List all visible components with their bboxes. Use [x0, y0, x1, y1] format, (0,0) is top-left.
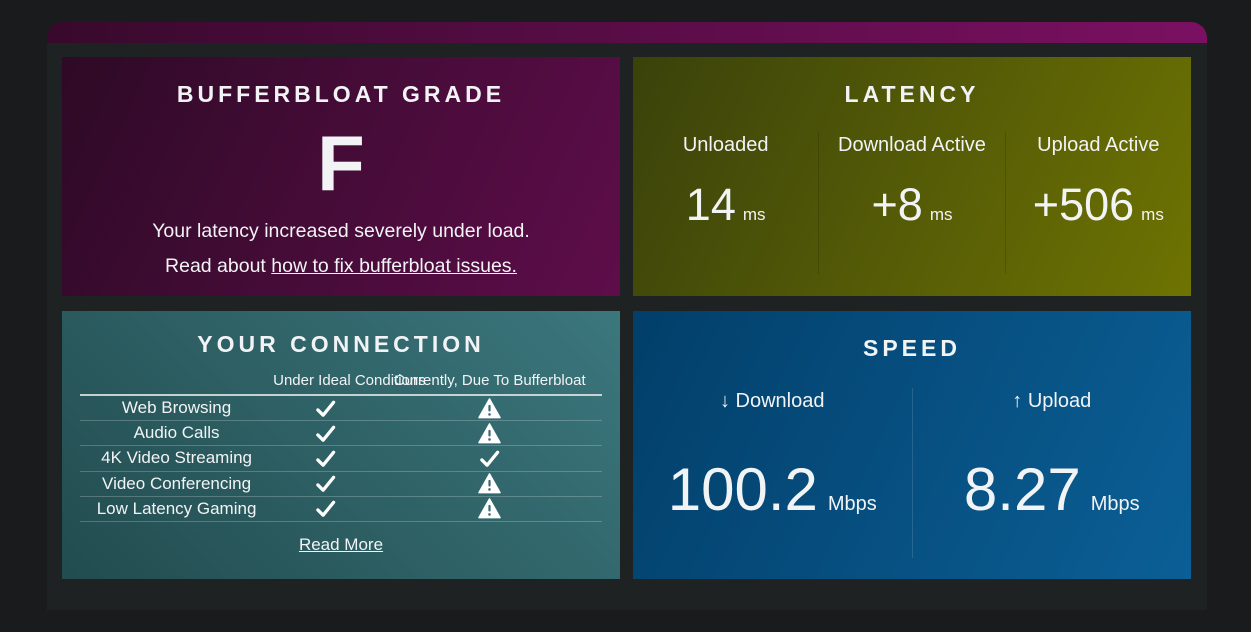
speed-col-label: ↑ Upload [913, 390, 1192, 413]
upload-arrow-icon: ↑ [1012, 390, 1023, 412]
download-label: Download [735, 390, 825, 412]
latency-col-label: Download Active [838, 134, 986, 156]
table-row: Video Conferencing [80, 472, 602, 497]
latency-card: LATENCY Unloaded 14 ms Download Active +… [633, 57, 1191, 296]
speed-col-upload: ↑ Upload 8.27 Mbps [911, 388, 1192, 558]
results-grid: BUFFERBLOAT GRADE F Your latency increas… [47, 43, 1207, 579]
speed-col-download: ↓ Download 100.2 Mbps [633, 388, 912, 558]
activity-label: Video Conferencing [102, 473, 252, 493]
connection-table-header: Under Ideal Conditions Currently, Due To… [80, 372, 602, 396]
speed-col-label: ↓ Download [633, 390, 912, 413]
table-row: Low Latency Gaming [80, 497, 602, 522]
bufferbloat-grade-card: BUFFERBLOAT GRADE F Your latency increas… [62, 57, 620, 296]
latency-col-unloaded: Unloaded 14 ms [633, 132, 818, 274]
fix-bufferbloat-link[interactable]: how to fix bufferbloat issues. [271, 255, 517, 277]
grade-description: Your latency increased severely under lo… [62, 214, 620, 284]
upload-speed-unit: Mbps [1090, 493, 1140, 515]
latency-unit: ms [1141, 205, 1164, 224]
grade-card-title: BUFFERBLOAT GRADE [176, 81, 506, 107]
latency-col-upload-active: Upload Active +506 ms [1004, 132, 1191, 274]
latency-number: +8 [871, 179, 923, 230]
download-speed-value: 100.2 Mbps [633, 455, 912, 524]
upload-speed-value: 8.27 Mbps [913, 455, 1192, 524]
activity-label: Low Latency Gaming [96, 498, 257, 518]
download-speed-unit: Mbps [827, 493, 877, 515]
download-speed-number: 100.2 [667, 456, 818, 523]
check-icon [378, 448, 602, 469]
latency-number: +506 [1032, 179, 1135, 230]
grade-link-line: Read about how to fix bufferbloat issues… [62, 249, 620, 284]
check-icon [273, 473, 377, 494]
latency-card-title: LATENCY [844, 81, 980, 107]
speed-card-title: SPEED [863, 335, 961, 361]
bufferbloat-grade-value: F [317, 119, 365, 207]
read-more-row: Read More [62, 535, 620, 555]
connection-table: Under Ideal Conditions Currently, Due To… [80, 372, 602, 522]
warning-icon [378, 498, 602, 519]
latency-unit: ms [742, 205, 766, 224]
latency-col-label: Unloaded [682, 134, 769, 156]
read-more-link[interactable]: Read More [298, 534, 384, 554]
activity-label: 4K Video Streaming [101, 448, 253, 468]
speed-card: SPEED ↓ Download 100.2 Mbps ↑ Upload 8.2… [633, 311, 1191, 579]
activity-label: Web Browsing [121, 398, 232, 418]
speed-columns: ↓ Download 100.2 Mbps ↑ Upload 8.27 Mbps [633, 388, 1191, 558]
download-arrow-icon: ↓ [719, 390, 730, 412]
warning-icon [378, 422, 602, 444]
grade-description-line: Your latency increased severely under lo… [152, 220, 530, 242]
connection-header-ideal: Under Ideal Conditions [273, 372, 426, 389]
table-row: Audio Calls [80, 421, 602, 447]
warning-icon [378, 397, 602, 419]
activity-label: Audio Calls [133, 423, 220, 443]
grade-link-prefix: Read about [165, 255, 272, 277]
check-icon [273, 423, 377, 444]
connection-header-currently: Currently, Due To Bufferbloat [393, 372, 586, 389]
table-row: 4K Video Streaming [80, 446, 602, 472]
latency-col-label: Upload Active [1037, 134, 1160, 156]
warning-icon [378, 473, 602, 494]
latency-col-download-active: Download Active +8 ms [818, 132, 1004, 274]
latency-number: 14 [685, 179, 736, 230]
check-icon [273, 398, 377, 419]
latency-value: +8 ms [819, 179, 1004, 231]
header-gradient-bar [47, 22, 1207, 43]
your-connection-card: YOUR CONNECTION Under Ideal Conditions C… [62, 311, 620, 579]
connection-card-title: YOUR CONNECTION [197, 331, 485, 357]
latency-unit: ms [929, 205, 953, 224]
check-icon [273, 448, 377, 469]
table-row: Web Browsing [80, 396, 602, 422]
check-icon [273, 498, 377, 519]
results-panel: BUFFERBLOAT GRADE F Your latency increas… [47, 22, 1207, 610]
latency-value: 14 ms [633, 179, 818, 231]
upload-speed-number: 8.27 [963, 456, 1081, 523]
latency-columns: Unloaded 14 ms Download Active +8 ms Upl… [633, 132, 1191, 274]
latency-value: +506 ms [1006, 179, 1191, 231]
upload-label: Upload [1027, 390, 1092, 412]
